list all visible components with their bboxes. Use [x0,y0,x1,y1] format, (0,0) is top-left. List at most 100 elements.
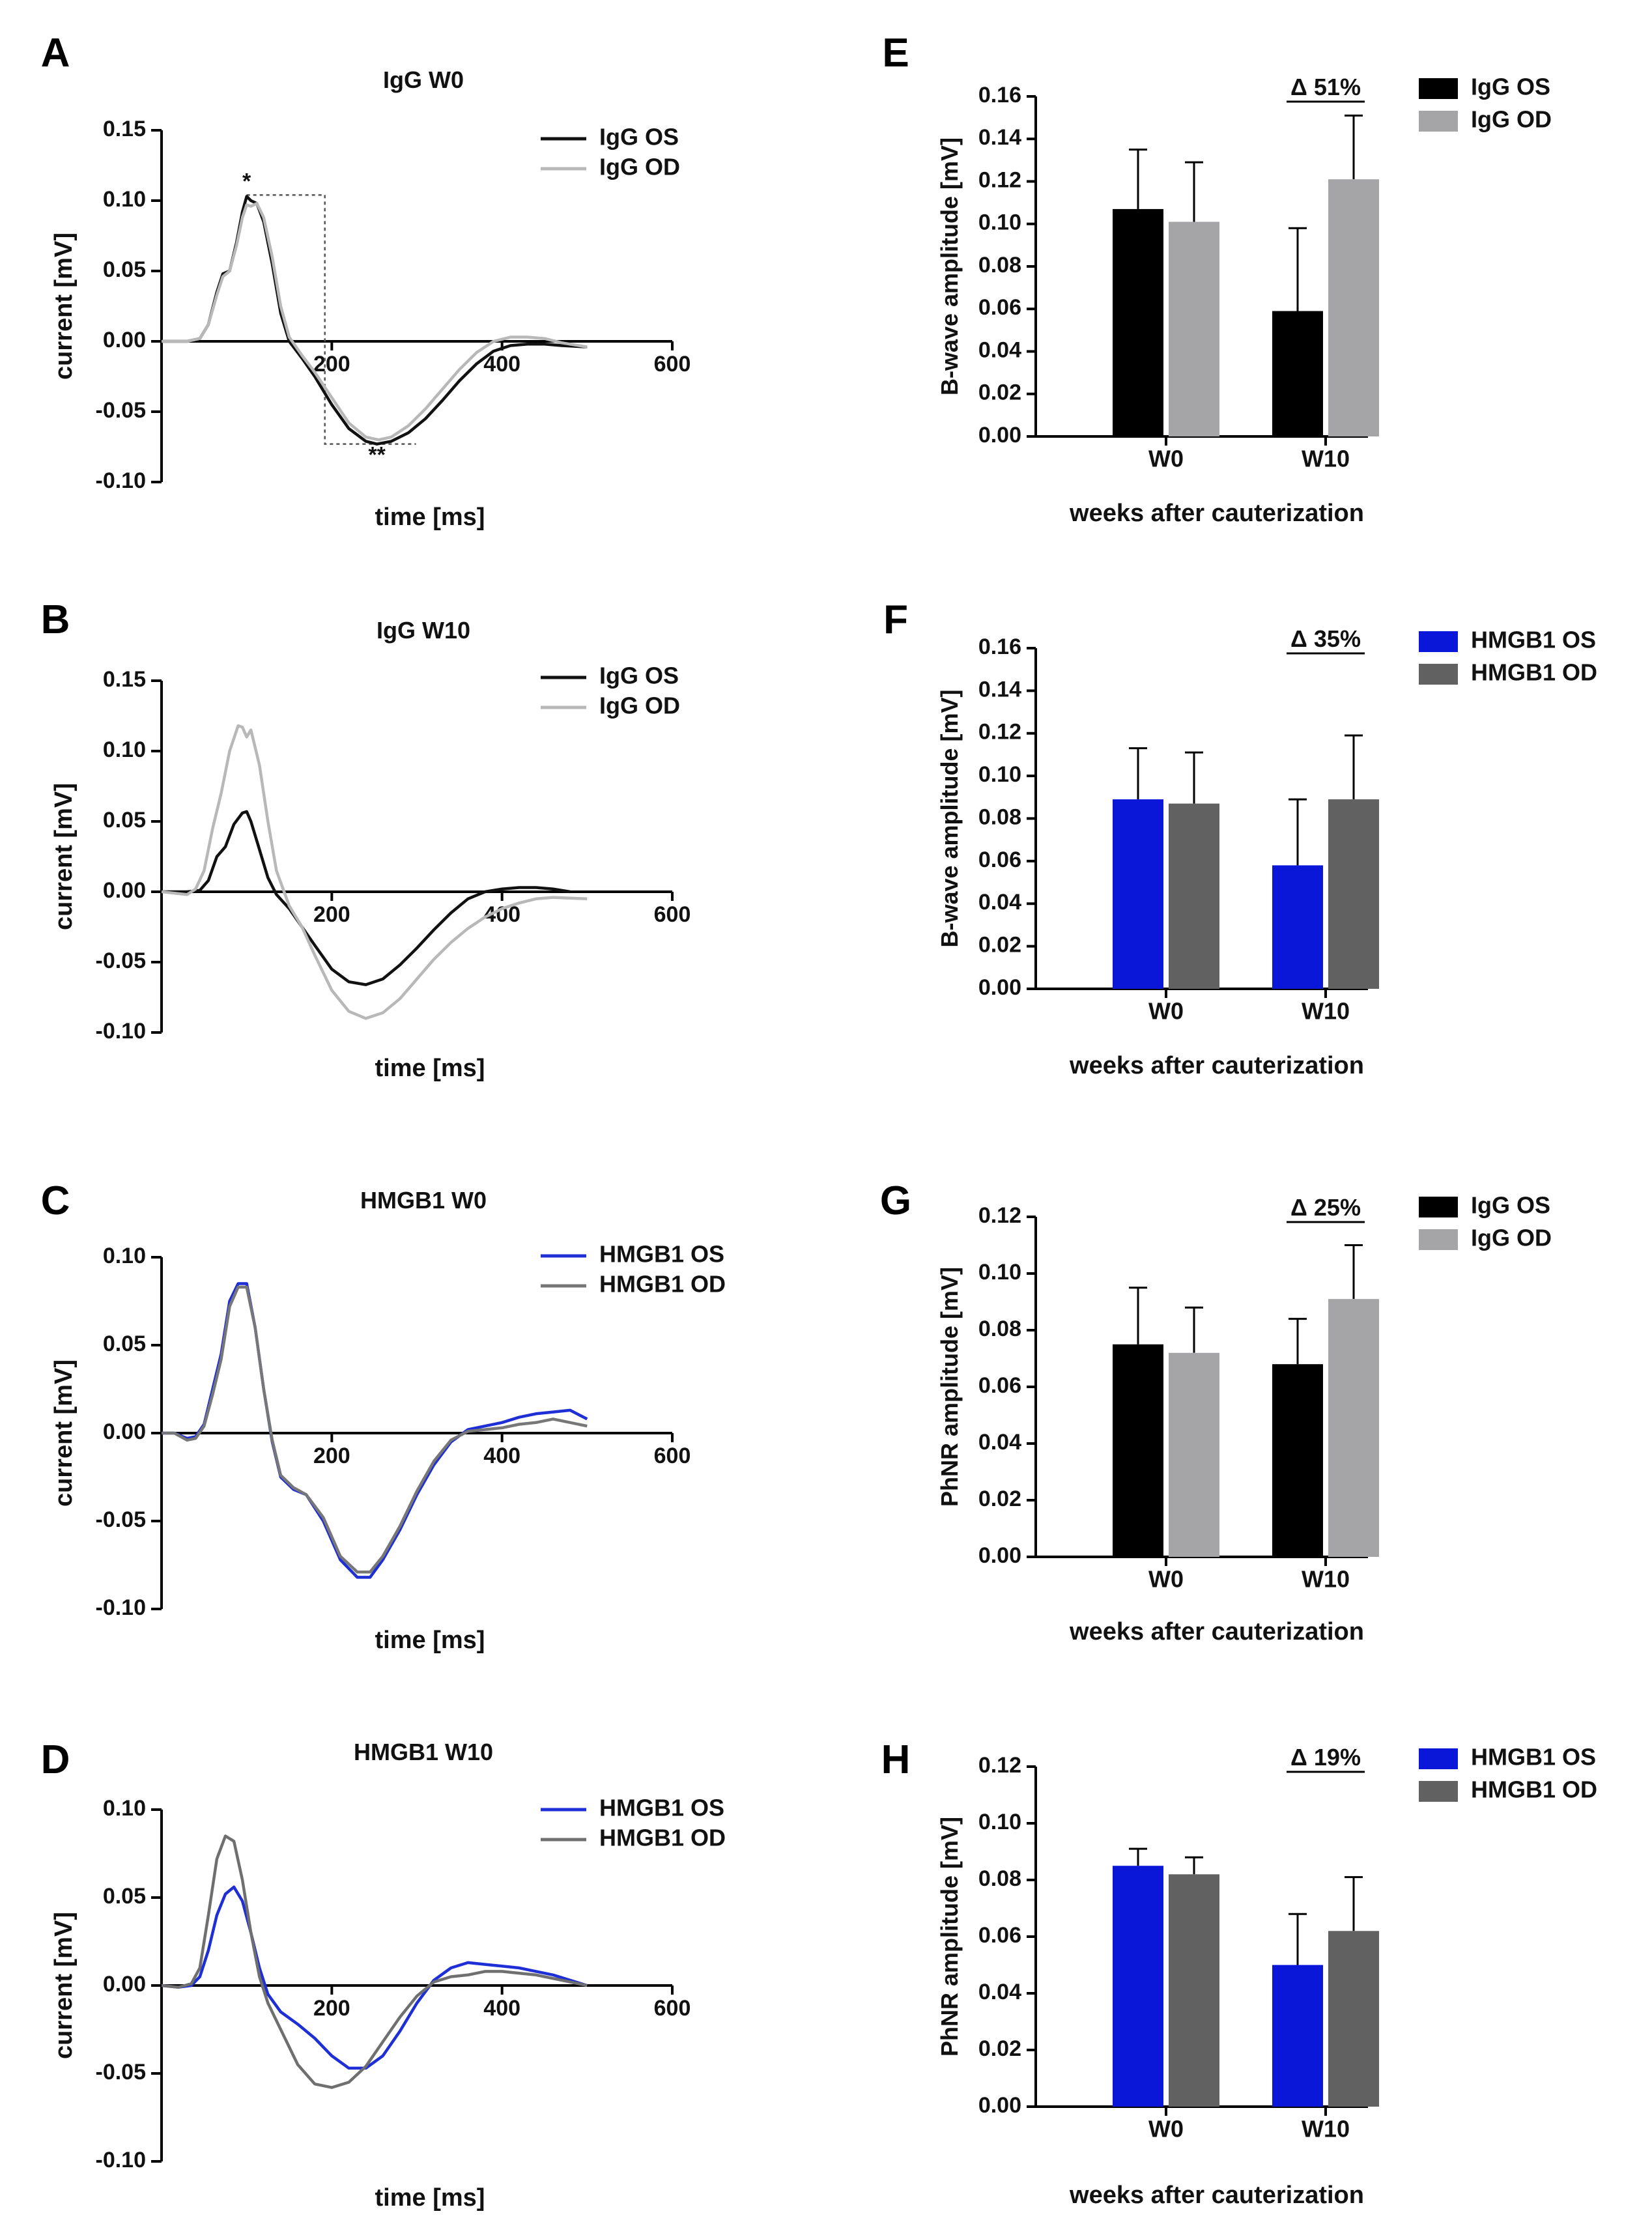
x-tick-label: 400 [483,1996,520,2021]
chart-title: HMGB1 W0 [360,1187,487,1214]
y-tick-label: 0.00 [103,1419,146,1444]
panel-label: D [41,1737,70,1782]
y-tick-label: -0.10 [96,1019,147,1044]
panel-c: C HMGB1 W0 -0.10 -0.05 0.00 0.05 0.10 200 400 600… [41,1178,726,1654]
y-tick-label: 0.14 [978,677,1021,702]
legend-label: HMGB1 OS [599,1795,724,1821]
panel-e: E 0.00 0.02 0.04 0.06 0.08 0.10 0.12 0.14 0.16 W0 W… [882,31,1552,527]
x-tick-label: 200 [313,1444,350,1468]
panel-label: B [41,597,70,642]
bar-hmgb1-od-w10 [1328,799,1379,989]
legend-swatch [1419,664,1458,685]
series-line-igg-od [162,202,588,442]
bar-hmgb1-os-w0 [1113,799,1163,989]
y-tick-label: 0.00 [103,878,146,903]
y-axis-label: current [mV] [50,1912,78,2059]
legend-label: IgG OS [1471,1192,1550,1219]
y-tick-label: 0.05 [103,808,146,832]
x-axis-label: time [ms] [375,1627,485,1654]
y-tick-label: 0.10 [103,737,146,762]
y-tick-label: 0.16 [978,634,1021,659]
significance-marker: * [242,169,251,193]
y-tick-label: 0.10 [978,210,1021,235]
y-axis-label: current [mV] [50,783,78,930]
x-tick-label: 600 [654,1996,691,2021]
y-tick-label: 0.00 [978,423,1021,448]
y-tick-label: 0.05 [103,257,146,282]
x-tick-label: 600 [654,1444,691,1468]
bar-hmgb1-od-w0 [1169,803,1219,989]
legend-label: HMGB1 OD [599,1825,726,1851]
panel-label: H [881,1737,911,1782]
panel-f: F 0.00 0.02 0.04 0.06 0.08 0.10 0.12 0.14 0.16 W0 W… [883,597,1597,1079]
y-tick-label: 0.12 [978,720,1021,745]
category-label: W10 [1302,997,1350,1024]
y-axis-label: B-wave amplitude [mV] [936,689,963,947]
x-tick-label: 600 [654,902,691,927]
y-tick-label: -0.10 [96,468,147,493]
legend-swatch [1419,111,1458,132]
y-tick-label: 0.08 [978,1316,1021,1341]
series-line-hmgb1-od [161,1834,588,2089]
x-axis-label: weeks after cauterization [1069,2182,1364,2209]
bar-hmgb1-os-w0 [1113,1866,1163,2107]
y-tick-label: 0.10 [978,1810,1021,1834]
bar-igg-od-w10 [1328,1299,1379,1557]
legend-swatch [1419,631,1458,652]
y-tick-label: 0.04 [978,1980,1021,2004]
y-tick-label: 0.10 [103,1244,146,1268]
category-label: W0 [1148,445,1184,472]
panel-a: A IgG W0 -0.10 -0.05 0.00 0.05 0.10 0.15 200 400 6… [41,31,691,531]
panel-g: G 0.00 0.02 0.04 0.06 0.08 0.10 0.12 W0 W10 Δ 25% w… [880,1178,1552,1645]
delta-annotation: Δ 25% [1290,1194,1361,1221]
category-label: W10 [1302,445,1350,472]
bar-hmgb1-os-w10 [1272,1965,1323,2107]
x-tick-label: 400 [483,1444,520,1468]
legend-label: IgG OS [1471,74,1550,100]
x-tick-label: 200 [313,902,350,927]
y-tick-label: 0.08 [978,253,1021,278]
y-tick-label: 0.00 [103,1972,146,1997]
y-tick-label: 0.08 [978,804,1021,829]
y-tick-label: 0.05 [103,1331,146,1356]
legend-label: IgG OD [1471,1225,1552,1251]
y-tick-label: -0.10 [96,1595,147,1620]
guide-line [246,194,416,445]
y-tick-label: 0.04 [978,337,1021,362]
legend-swatch [1419,1197,1458,1217]
panel-label: E [882,31,909,76]
x-tick-label: 400 [483,352,520,377]
category-label: W0 [1148,1565,1184,1592]
y-tick-label: -0.05 [96,1507,147,1532]
y-tick-label: 0.02 [978,1487,1021,1511]
y-tick-label: 0.02 [978,933,1021,958]
bar-igg-os-w0 [1113,208,1163,436]
y-tick-label: 0.05 [103,1884,146,1909]
bar-igg-os-w10 [1272,1364,1323,1557]
delta-annotation: Δ 19% [1290,1744,1361,1771]
panel-h: H 0.00 0.02 0.04 0.06 0.08 0.10 0.12 W0 W10 Δ 19% w… [881,1737,1597,2209]
panel-label: F [883,597,908,642]
significance-marker: ** [368,443,386,468]
y-tick-label: 0.10 [978,762,1021,787]
legend-label: HMGB1 OS [1471,627,1596,653]
y-tick-label: 0.06 [978,295,1021,320]
panel-label: C [41,1178,70,1223]
category-label: W0 [1148,2115,1184,2142]
chart-title: HMGB1 W10 [354,1739,493,1765]
bar-igg-od-w0 [1169,1352,1219,1557]
x-axis-label: weeks after cauterization [1069,1052,1364,1079]
y-tick-label: 0.12 [978,1753,1021,1778]
y-tick-label: 0.15 [103,117,146,141]
series-line-hmgb1-os [161,1885,588,2070]
y-tick-label: 0.04 [978,1430,1021,1455]
legend-swatch [1419,1229,1458,1250]
y-tick-label: 0.04 [978,890,1021,915]
x-tick-label: 200 [313,352,350,377]
category-label: W10 [1302,2115,1350,2142]
y-tick-label: 0.02 [978,2036,1021,2061]
y-tick-label: 0.12 [978,167,1021,192]
